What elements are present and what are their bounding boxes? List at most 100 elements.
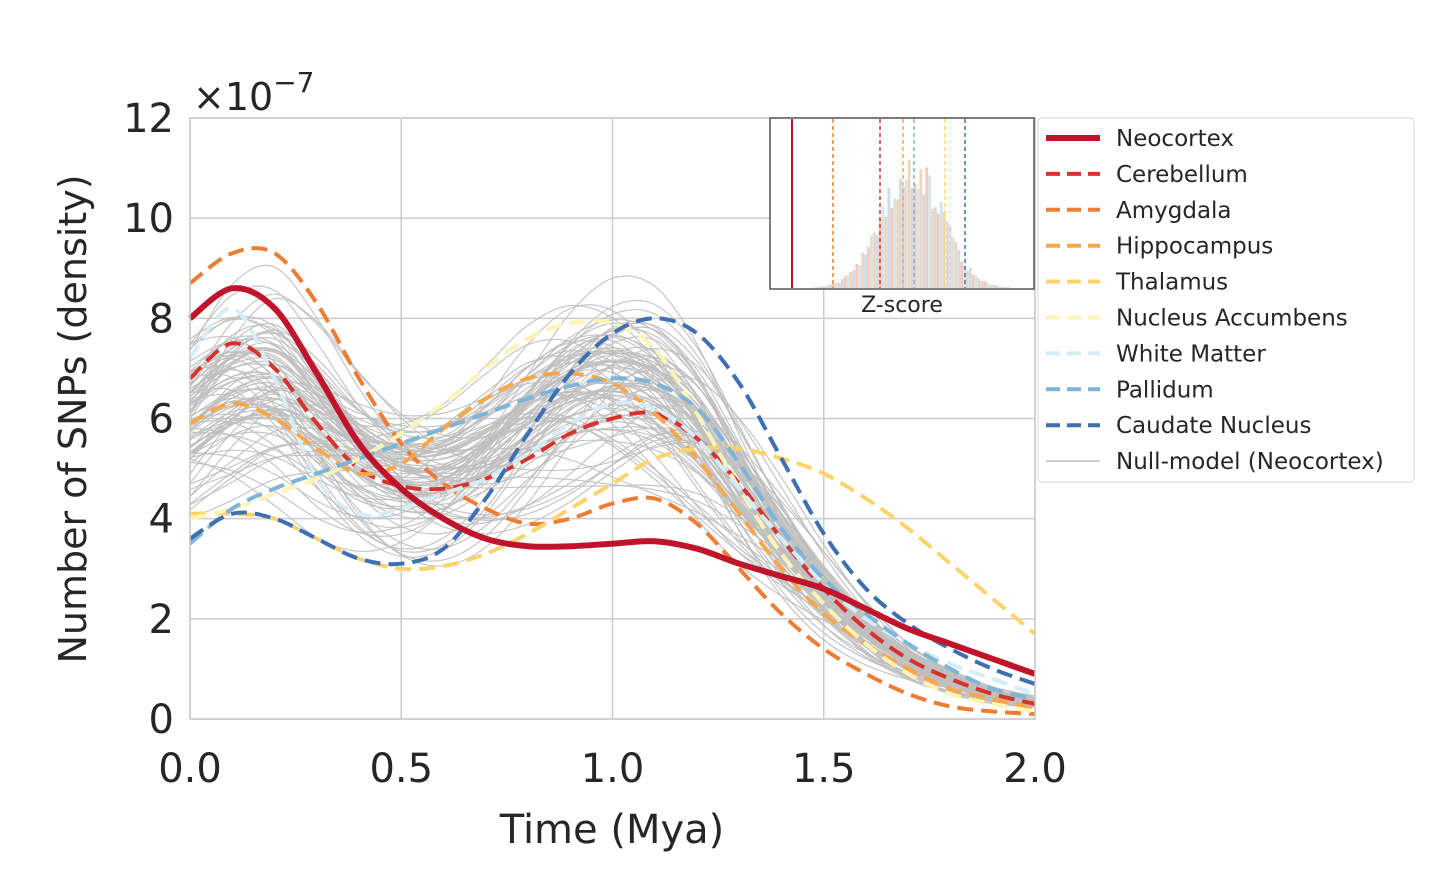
inset-histogram-bar — [902, 187, 905, 288]
inset-histogram-bar — [971, 274, 975, 288]
inset-histogram-bar — [957, 249, 961, 288]
inset-histogram-bar — [960, 261, 963, 288]
inset-histogram-bar — [823, 286, 827, 288]
y-offset-exponent: −7 — [273, 66, 314, 99]
legend-item: Neocortex — [1046, 126, 1234, 152]
inset-histogram-bar — [820, 286, 824, 288]
legend-label: White Matter — [1116, 341, 1266, 367]
y-tick-label: 2 — [149, 597, 174, 643]
inset-histogram-bar — [939, 201, 943, 288]
null-model-line — [189, 320, 1036, 705]
legend: Neocortex Cerebellum Amygdala Hippocampus Th… — [1037, 117, 1415, 483]
inset-histogram-bar — [1006, 287, 1010, 288]
y-tick-label: 6 — [149, 397, 174, 443]
null-model-line — [189, 398, 1036, 705]
inset-histogram-bar — [983, 281, 987, 288]
series-line-neocortex — [188, 285, 1037, 677]
y-tick-label: 8 — [149, 296, 174, 342]
inset-histogram-bar — [861, 252, 865, 288]
inset-histogram — [791, 119, 1010, 288]
legend-label: Cerebellum — [1116, 162, 1248, 188]
inset-histogram-bar — [977, 278, 981, 288]
x-tick-label: 1.0 — [581, 746, 645, 792]
inset-histogram-bar — [931, 208, 934, 288]
x-tick-label: 0.5 — [369, 746, 433, 792]
y-offset-label: ×10−7 — [193, 66, 314, 119]
x-tick-label: 1.5 — [792, 746, 856, 792]
inset-histogram-bar — [893, 198, 897, 288]
legend-label: Neocortex — [1116, 126, 1234, 152]
null-model-line — [189, 402, 1036, 703]
legend-label: Nucleus Accumbens — [1116, 306, 1348, 332]
inset-histogram-bar — [989, 284, 993, 288]
legend-item: Hippocampus — [1046, 234, 1273, 260]
inset-histogram-bar — [832, 283, 835, 288]
series-line-pallidum — [188, 376, 1036, 701]
legend-item: Null-model (Neocortex) — [1046, 449, 1384, 475]
null-model-line — [189, 357, 1036, 702]
inset-histogram-bar — [811, 287, 815, 288]
inset-histogram-bar — [945, 221, 949, 288]
inset-histogram-bar — [942, 211, 946, 288]
y-tick-label: 0 — [149, 697, 174, 743]
inset-histogram-bar — [852, 269, 856, 288]
inset: Z-score — [769, 117, 1035, 318]
inset-histogram-bar — [919, 169, 923, 288]
inset-histogram-bar — [925, 167, 929, 288]
inset-histogram-bar — [884, 217, 888, 288]
legend-item: Pallidum — [1046, 377, 1214, 403]
inset-histogram-bar — [904, 179, 908, 288]
inset-histogram-bar — [928, 175, 931, 288]
inset-histogram-bar — [855, 264, 859, 288]
inset-histogram-bar — [843, 276, 847, 288]
inset-histogram-bar — [840, 278, 844, 288]
legend-label: Thalamus — [1115, 270, 1228, 296]
inset-histogram-bar — [922, 194, 926, 288]
x-tick-label: 0.0 — [158, 746, 222, 792]
inset-histogram-bar — [974, 276, 978, 288]
legend-item: Cerebellum — [1046, 162, 1248, 188]
inset-histogram-bar — [826, 285, 830, 288]
legend-label: Caudate Nucleus — [1116, 413, 1311, 439]
legend-item: Amygdala — [1046, 198, 1232, 224]
inset-histogram-bar — [966, 270, 969, 288]
x-axis-ticks: 0.0 0.5 1.0 1.5 2.0 — [158, 746, 1067, 792]
series-line-caudate-nucleus — [188, 316, 1036, 686]
inset-histogram-bar — [907, 159, 911, 288]
legend-frame — [1037, 117, 1415, 483]
legend-item: Caudate Nucleus — [1046, 413, 1311, 439]
inset-histogram-bar — [829, 284, 832, 288]
null-model-line — [189, 334, 1036, 702]
inset-histogram-bar — [916, 188, 920, 288]
inset-histogram-bar — [849, 271, 853, 288]
plot-frame — [189, 117, 1036, 720]
inset-histogram-bar — [951, 237, 955, 288]
y-tick-label: 10 — [123, 196, 174, 242]
series-lines — [188, 246, 1037, 716]
y-tick-label: 4 — [149, 497, 174, 543]
inset-histogram-bar — [992, 284, 996, 288]
inset-histogram-bar — [899, 178, 902, 288]
inset-histogram-bar — [887, 187, 891, 288]
series-line-cerebellum — [188, 341, 1036, 706]
series-line-white-matter — [188, 306, 1036, 696]
legend-item: Thalamus — [1046, 270, 1228, 296]
series-line-amygdala — [188, 246, 1036, 716]
inset-histogram-bar — [934, 207, 937, 288]
inset-histogram-bar — [968, 267, 972, 288]
inset-histogram-bar — [954, 241, 958, 288]
inset-histogram-bar — [948, 225, 952, 288]
inset-histogram-bar — [986, 282, 990, 288]
null-model-line — [189, 349, 1036, 703]
inset-histogram-bar — [872, 232, 876, 288]
inset-histogram-bar — [881, 206, 885, 288]
inset-histogram-bar — [896, 199, 899, 288]
y-axis-label: Number of SNPs (density) — [51, 174, 95, 663]
series-line-hippocampus — [189, 371, 1036, 711]
inset-histogram-bar — [864, 254, 867, 288]
y-axis-ticks: 0 2 4 6 8 10 12 — [123, 96, 174, 743]
null-model-line — [189, 347, 1036, 701]
inset-histogram-bar — [980, 281, 984, 288]
inset-histogram-bar — [910, 187, 914, 288]
inset-histogram-bar — [890, 207, 894, 288]
